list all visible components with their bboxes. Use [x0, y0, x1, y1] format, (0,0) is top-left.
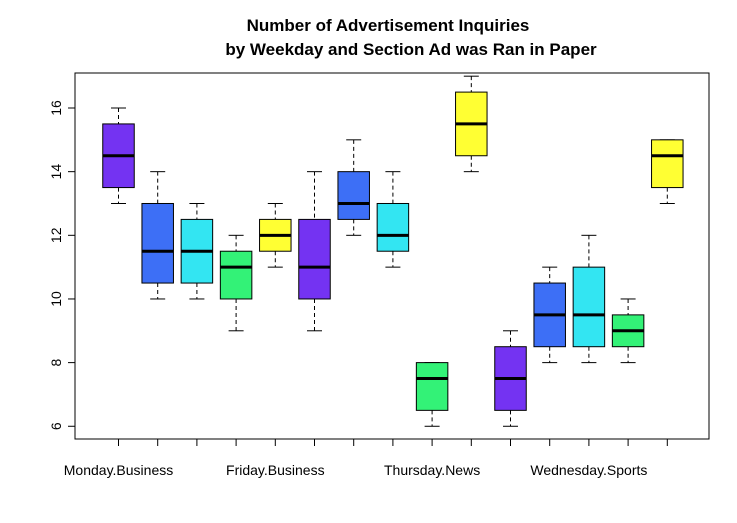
iqr-box [651, 139, 684, 189]
box-3 [180, 202, 214, 300]
box-4 [219, 234, 253, 332]
chart-title-line-2: by Weekday and Section Ad was Ran in Pap… [225, 40, 597, 59]
box-15 [651, 139, 684, 204]
boxes-group [102, 75, 684, 427]
iqr-box [337, 171, 370, 220]
box-12 [533, 266, 566, 364]
y-tick-label: 10 [48, 291, 64, 307]
x-tick-label: Thursday.News [384, 462, 480, 478]
iqr-box [141, 202, 174, 284]
box-9 [415, 362, 449, 427]
x-tick-label: Friday.Business [226, 462, 325, 478]
box-5 [259, 202, 292, 268]
y-tick-label: 8 [48, 359, 64, 367]
box-7 [337, 139, 370, 236]
box-1 [102, 107, 135, 204]
x-axis: Monday.Business Friday.Business Thursday.N… [64, 438, 668, 478]
box-11 [494, 330, 527, 427]
x-tick-label: Wednesday.Sports [530, 462, 647, 478]
x-tick-label: Monday.Business [64, 462, 173, 478]
y-axis: 6 8 10 12 14 16 [48, 100, 76, 430]
iqr-box [572, 266, 606, 348]
iqr-box [376, 202, 410, 252]
box-2 [141, 171, 174, 300]
iqr-box [415, 362, 449, 411]
box-13 [572, 234, 606, 364]
iqr-box [219, 250, 253, 300]
chart-title-line-1: Number of Advertisement Inquiries [247, 16, 530, 35]
y-tick-label: 12 [48, 227, 64, 243]
y-tick-label: 16 [48, 100, 64, 116]
y-tick-label: 6 [48, 422, 64, 430]
box-10 [455, 75, 488, 173]
y-tick-label: 14 [48, 164, 64, 180]
box-14 [611, 298, 645, 364]
iqr-box [298, 218, 331, 300]
box-6 [298, 171, 331, 332]
box-8 [376, 171, 410, 268]
